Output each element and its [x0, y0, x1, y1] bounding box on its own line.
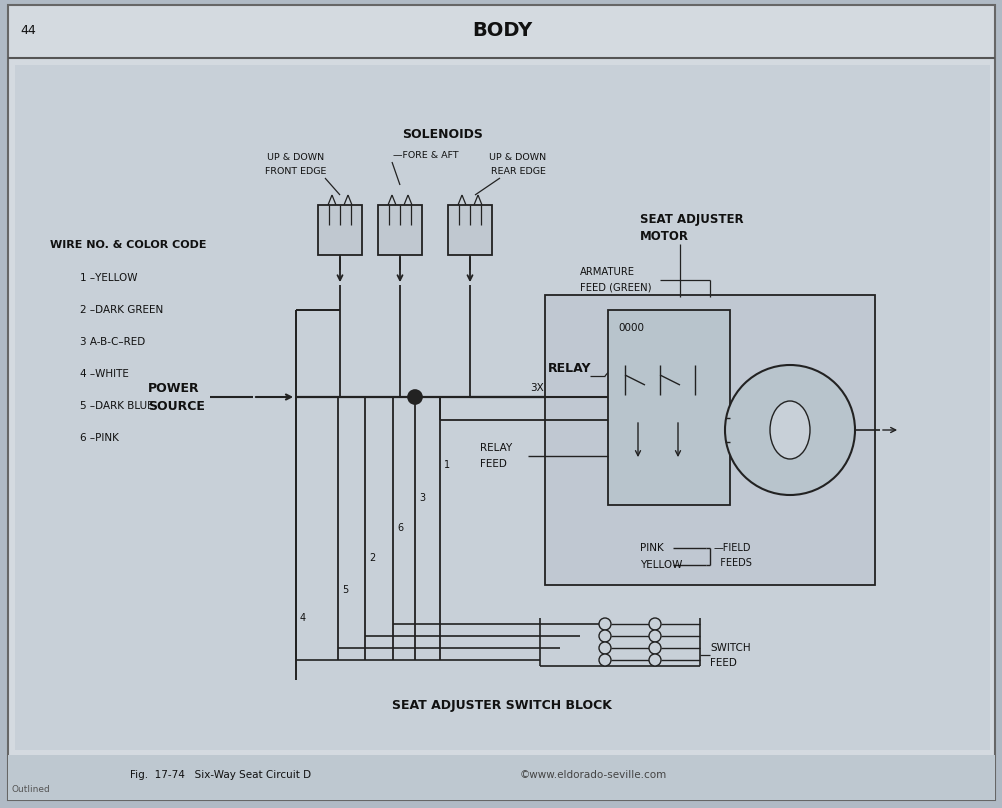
Text: RELAY: RELAY	[547, 361, 591, 374]
Bar	[318, 205, 362, 255]
Circle shape	[598, 642, 610, 654]
Text: 1: 1	[444, 460, 450, 470]
Text: 3 A-B-C–RED: 3 A-B-C–RED	[80, 337, 145, 347]
Text: FRONT EDGE: FRONT EDGE	[266, 167, 327, 176]
Text: SOLENOIDS: SOLENOIDS	[402, 128, 483, 141]
Text: WIRE NO. & COLOR CODE: WIRE NO. & COLOR CODE	[50, 240, 206, 250]
Circle shape	[648, 654, 660, 666]
Text: SWITCH: SWITCH	[709, 643, 749, 653]
Text: 0000: 0000	[617, 323, 643, 333]
Ellipse shape	[770, 401, 810, 459]
Circle shape	[598, 654, 610, 666]
Text: Outlined: Outlined	[12, 785, 51, 794]
Circle shape	[408, 390, 422, 404]
Text: 2 –DARK GREEN: 2 –DARK GREEN	[80, 305, 163, 315]
Text: ©www.eldorado-seville.com: ©www.eldorado-seville.com	[519, 770, 666, 780]
Text: REAR EDGE: REAR EDGE	[490, 167, 545, 176]
Text: YELLOW: YELLOW	[639, 560, 681, 570]
Circle shape	[598, 630, 610, 642]
Text: PINK: PINK	[639, 543, 663, 553]
Text: SOURCE: SOURCE	[148, 399, 204, 413]
Text: 4 –WHITE: 4 –WHITE	[80, 369, 128, 379]
Text: 3: 3	[419, 493, 425, 503]
Text: 44: 44	[20, 23, 36, 36]
Text: 1 –YELLOW: 1 –YELLOW	[80, 273, 137, 283]
Text: FEED: FEED	[480, 459, 506, 469]
Text: —FORE & AFT: —FORE & AFT	[393, 150, 458, 159]
Text: FEED: FEED	[709, 658, 736, 668]
Circle shape	[648, 630, 660, 642]
Text: 3X: 3X	[529, 383, 543, 393]
Circle shape	[648, 642, 660, 654]
Bar	[8, 755, 994, 800]
Bar	[378, 205, 422, 255]
Text: 6: 6	[397, 523, 403, 533]
Text: 6 –PINK: 6 –PINK	[80, 433, 119, 443]
Circle shape	[724, 365, 854, 495]
Circle shape	[598, 618, 610, 630]
Bar	[544, 295, 874, 585]
Text: ARMATURE: ARMATURE	[579, 267, 634, 277]
Text: POWER: POWER	[148, 381, 199, 394]
Bar	[607, 310, 729, 505]
Text: FEED (GREEN): FEED (GREEN)	[579, 282, 651, 292]
Text: UP & DOWN: UP & DOWN	[489, 154, 546, 162]
Text: SEAT ADJUSTER SWITCH BLOCK: SEAT ADJUSTER SWITCH BLOCK	[392, 698, 611, 712]
Text: SEAT ADJUSTER: SEAT ADJUSTER	[639, 213, 742, 226]
Text: 5 –DARK BLUE: 5 –DARK BLUE	[80, 401, 153, 411]
Text: UP & DOWN: UP & DOWN	[268, 154, 325, 162]
Text: FEEDS: FEEDS	[713, 558, 752, 568]
Text: 2: 2	[369, 553, 375, 563]
Bar	[448, 205, 492, 255]
Text: —FIELD: —FIELD	[713, 543, 750, 553]
Text: 4: 4	[300, 613, 306, 623]
Text: RELAY: RELAY	[480, 443, 512, 453]
Circle shape	[648, 618, 660, 630]
Text: BODY: BODY	[471, 20, 532, 40]
Bar	[15, 65, 989, 750]
Text: 5: 5	[342, 585, 348, 595]
Text: Fig.  17-74   Six-Way Seat Circuit D: Fig. 17-74 Six-Way Seat Circuit D	[130, 770, 311, 780]
Text: MOTOR: MOTOR	[639, 230, 688, 243]
